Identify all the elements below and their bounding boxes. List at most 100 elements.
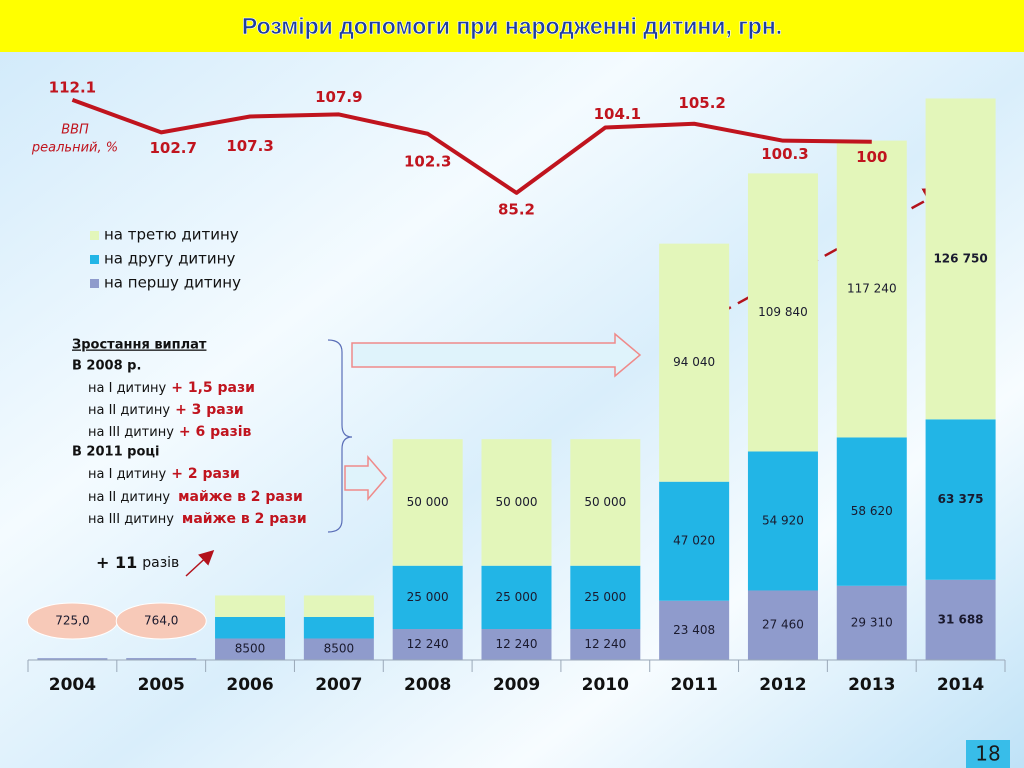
note-item: на III дитину + 6 разів	[88, 424, 252, 440]
line-value-label: 112.1	[49, 78, 96, 96]
line-value-label: 104.1	[594, 105, 641, 123]
value-label: 12 240	[496, 637, 538, 651]
value-label: 50 000	[407, 495, 449, 509]
bar-segment	[925, 579, 996, 660]
x-tick-label: 2011	[670, 675, 717, 695]
bar-segment	[215, 595, 286, 617]
value-label: 23 408	[673, 623, 715, 637]
value-label: 725,0	[55, 614, 89, 628]
line-value-label: 107.9	[315, 88, 362, 106]
x-tick-label: 2010	[582, 675, 629, 695]
growth-note: Зростання виплат В 2008 р. на I дитину + …	[72, 338, 307, 528]
x-tick-label: 2004	[49, 675, 96, 695]
line-value-label: 85.2	[498, 200, 535, 218]
bar-segment	[570, 629, 641, 660]
bar-segment	[481, 439, 552, 566]
brace	[327, 339, 353, 533]
value-label: 8500	[324, 642, 355, 656]
bar-segment	[37, 658, 108, 660]
line-value-label: 105.2	[678, 94, 725, 112]
pointer-arrow	[185, 549, 215, 577]
x-tick-label: 2006	[226, 675, 273, 695]
note-item: на I дитину + 2 рази	[88, 466, 240, 482]
value-label: 94 040	[673, 355, 715, 369]
value-label: 117 240	[847, 282, 897, 296]
value-label: 29 310	[851, 615, 893, 629]
bar-segment	[836, 585, 907, 660]
x-tick-label: 2005	[138, 675, 185, 695]
value-label: 109 840	[758, 305, 808, 319]
bar-segment	[481, 629, 552, 660]
block-arrow	[344, 454, 387, 502]
bar-segment	[303, 616, 374, 639]
line-value-label: 100.3	[761, 145, 808, 163]
value-label: 25 000	[407, 590, 449, 604]
value-label: 8500	[235, 642, 266, 656]
bar-segment	[303, 595, 374, 617]
slide-number-box	[966, 740, 1010, 768]
value-bubble	[115, 602, 207, 640]
value-label: 47 020	[673, 534, 715, 548]
note-period: В 2008 р.	[72, 359, 141, 374]
x-tick-label: 2008	[404, 675, 451, 695]
bar-segment	[570, 439, 641, 566]
value-label: 126 750	[933, 251, 987, 265]
legend-label: на третю дитину	[104, 226, 239, 244]
bar-segment	[392, 565, 463, 630]
bar-segment	[126, 658, 197, 660]
bar-segment	[747, 451, 818, 591]
bar-segment	[925, 98, 996, 420]
line-value-label: 107.3	[226, 137, 273, 155]
x-tick-label: 2013	[848, 675, 895, 695]
note-item: на I дитину + 1,5 рази	[88, 380, 255, 396]
legend-label: на першу дитину	[104, 274, 241, 292]
note-item: на III дитину майже в 2 рази	[88, 511, 307, 527]
line-series-label: ВВП	[61, 123, 89, 138]
value-label: 25 000	[496, 590, 538, 604]
legend-swatch	[90, 231, 99, 240]
bar-segment	[570, 565, 641, 630]
value-label: 25 000	[584, 590, 626, 604]
bar-segment	[836, 140, 907, 438]
x-tick-label: 2009	[493, 675, 540, 695]
x-tick-label: 2007	[315, 675, 362, 695]
value-label: 27 460	[762, 618, 804, 632]
bar-segment	[659, 243, 730, 482]
line-series-label: реальний, %	[31, 141, 118, 156]
block-arrow	[351, 332, 642, 378]
bar-segment	[303, 638, 374, 660]
value-label: 12 240	[407, 637, 449, 651]
bar-segment	[659, 481, 730, 601]
bar-segment	[215, 638, 286, 660]
value-label: 54 920	[762, 513, 804, 527]
note-item: на II дитину майже в 2 рази	[88, 489, 303, 505]
value-label: 58 620	[851, 504, 893, 518]
note-title: Зростання виплат	[72, 338, 207, 353]
legend-swatch	[90, 279, 99, 288]
line-value-label: 102.7	[150, 139, 197, 157]
legend-label: на другу дитину	[104, 250, 235, 268]
bar-segment	[481, 565, 552, 630]
value-label: 31 688	[938, 612, 984, 626]
bar-segment	[392, 629, 463, 660]
line-value-label: 100	[856, 148, 887, 166]
line-series	[71, 98, 872, 195]
value-label: 12 240	[584, 637, 626, 651]
value-label: 63 375	[938, 492, 984, 506]
legend-swatch	[90, 255, 99, 264]
line-value-label: 102.3	[404, 152, 451, 170]
slide-number: 18	[975, 742, 1000, 766]
x-tick-label: 2012	[759, 675, 806, 695]
value-label: 50 000	[584, 495, 626, 509]
value-label: 50 000	[496, 495, 538, 509]
bar-segment	[747, 590, 818, 660]
bar-segment	[925, 419, 996, 580]
x-tick-label: 2014	[937, 675, 984, 695]
increase-note: + 11 разів	[96, 553, 179, 572]
bar-segment	[215, 616, 286, 639]
slide-title: Розміри допомоги при народженні дитини, …	[242, 13, 782, 39]
header-bar	[0, 0, 1024, 52]
note-item: на II дитину + 3 рази	[88, 402, 244, 418]
bar-segment	[659, 600, 730, 660]
